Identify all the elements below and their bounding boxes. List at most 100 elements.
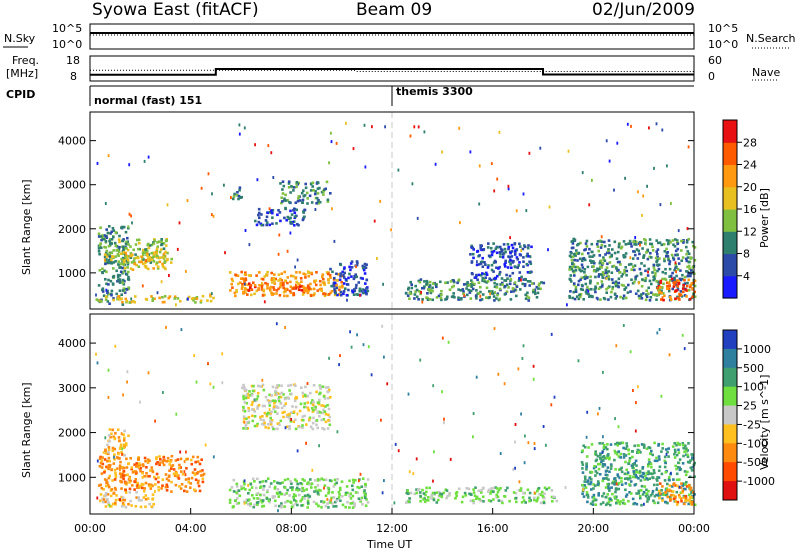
data-cell <box>309 182 313 186</box>
data-cell <box>284 193 287 197</box>
nave-line <box>90 69 694 72</box>
data-cell <box>362 343 365 347</box>
data-cell <box>122 474 125 478</box>
data-cell <box>602 443 606 447</box>
data-cell <box>592 254 596 257</box>
data-cell <box>197 479 200 483</box>
data-cell <box>510 290 513 293</box>
data-cell <box>610 271 614 274</box>
data-cell <box>99 235 103 238</box>
data-cell <box>524 293 527 297</box>
data-cell <box>252 281 255 284</box>
data-cell <box>665 452 668 456</box>
data-cell <box>441 390 443 394</box>
ytick-label: 1000 <box>58 471 86 484</box>
data-cell <box>585 245 589 248</box>
data-cell <box>190 462 194 466</box>
data-cell <box>444 281 447 285</box>
data-cell <box>608 489 611 492</box>
data-cell <box>621 441 625 445</box>
data-cell <box>324 412 328 416</box>
data-cell <box>161 300 165 304</box>
data-cell <box>693 475 696 478</box>
data-cell <box>260 213 263 216</box>
data-cell <box>302 272 305 276</box>
data-cell <box>501 283 504 286</box>
data-cell <box>330 289 334 293</box>
data-cell <box>478 202 481 206</box>
data-cell <box>235 482 239 486</box>
data-cell <box>640 474 643 478</box>
data-cell <box>627 263 631 266</box>
data-cell <box>631 265 635 268</box>
data-cell <box>616 444 620 447</box>
data-cell <box>329 192 332 195</box>
data-cell <box>449 457 452 461</box>
data-cell <box>689 285 692 289</box>
data-cell <box>535 296 539 299</box>
data-cell <box>96 161 99 165</box>
data-cell <box>288 494 291 497</box>
data-cell <box>172 468 176 471</box>
data-cell <box>495 496 498 499</box>
data-cell <box>583 277 587 281</box>
data-cell <box>321 385 325 388</box>
data-cell <box>664 272 667 275</box>
data-cell <box>128 487 132 491</box>
data-cell <box>363 123 366 127</box>
data-cell <box>324 405 327 408</box>
data-cell <box>503 263 506 266</box>
data-cell <box>107 244 111 248</box>
data-cell <box>614 284 618 288</box>
data-cell <box>589 275 592 279</box>
data-cell <box>611 248 614 251</box>
data-cell <box>329 501 332 504</box>
data-cell <box>661 270 665 274</box>
data-cell <box>126 248 130 252</box>
data-cell <box>407 286 410 290</box>
data-cell <box>503 495 506 498</box>
data-cell <box>364 485 367 488</box>
data-cell <box>113 453 116 456</box>
data-cell <box>508 260 511 263</box>
data-cell <box>467 487 471 491</box>
data-cell <box>130 297 133 301</box>
data-cell <box>324 478 328 482</box>
data-cell <box>477 273 481 277</box>
data-cell <box>355 275 358 279</box>
data-cell <box>526 246 530 250</box>
data-cell <box>660 243 664 247</box>
data-cell <box>581 471 585 474</box>
data-cell <box>622 297 625 300</box>
data-cell <box>152 260 156 263</box>
data-cell <box>673 276 676 280</box>
data-cell <box>161 484 164 487</box>
data-cell <box>327 407 331 411</box>
data-cell <box>498 297 502 301</box>
data-cell <box>116 428 120 431</box>
data-cell <box>642 194 645 198</box>
data-cell <box>648 477 651 480</box>
data-cell <box>585 465 588 469</box>
data-cell <box>284 501 287 504</box>
data-cell <box>280 279 283 282</box>
data-cell <box>118 245 121 249</box>
data-cell <box>361 288 364 291</box>
data-cell <box>323 486 325 490</box>
data-cell <box>501 501 504 505</box>
data-cell <box>303 497 306 500</box>
data-cell <box>298 271 302 274</box>
data-cell <box>605 266 609 269</box>
data-cell <box>118 464 122 467</box>
data-cell <box>117 250 121 253</box>
data-cell <box>254 143 256 147</box>
data-cell <box>626 122 629 126</box>
data-cell <box>324 292 327 296</box>
data-cell <box>252 497 256 500</box>
data-cell <box>147 155 150 159</box>
data-cell <box>332 485 336 488</box>
data-cell <box>320 287 323 291</box>
data-cell <box>564 486 567 489</box>
data-cell <box>274 504 277 508</box>
data-cell <box>116 248 119 252</box>
